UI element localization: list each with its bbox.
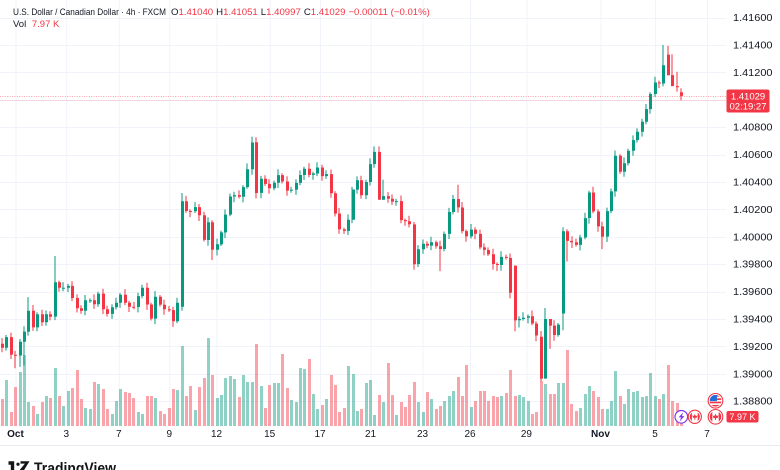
svg-text:15: 15 xyxy=(264,429,276,440)
svg-text:1.41029: 1.41029 xyxy=(731,92,765,103)
svg-text:Vol 7.97 K: Vol 7.97 K xyxy=(13,19,60,30)
svg-text:1.40400: 1.40400 xyxy=(733,178,773,189)
svg-text:1.39600: 1.39600 xyxy=(733,287,773,298)
svg-text:21: 21 xyxy=(365,429,377,440)
svg-text:12: 12 xyxy=(211,429,223,440)
svg-text:Oct: Oct xyxy=(7,429,24,440)
svg-text:3: 3 xyxy=(64,429,70,440)
svg-text:17: 17 xyxy=(314,429,326,440)
svg-text:1.41400: 1.41400 xyxy=(733,41,773,52)
svg-text:29: 29 xyxy=(521,429,533,440)
svg-text:1.38800: 1.38800 xyxy=(733,397,773,408)
svg-text:7.97 K: 7.97 K xyxy=(729,412,755,422)
svg-text:U.S. Dollar / Canadian Dollar: U.S. Dollar / Canadian Dollar · 4h · FXC… xyxy=(13,7,166,17)
svg-text:1.40600: 1.40600 xyxy=(733,150,773,161)
svg-text:1.40000: 1.40000 xyxy=(733,232,773,243)
svg-text:1.39800: 1.39800 xyxy=(733,260,773,271)
svg-text:9: 9 xyxy=(167,429,173,440)
svg-text:7: 7 xyxy=(704,429,710,440)
svg-text:1.39200: 1.39200 xyxy=(733,342,773,353)
svg-text:02:19:27: 02:19:27 xyxy=(730,102,767,113)
svg-text:1.39400: 1.39400 xyxy=(733,315,773,326)
svg-text:7: 7 xyxy=(116,429,122,440)
svg-text:1.41200: 1.41200 xyxy=(733,68,773,79)
svg-text:26: 26 xyxy=(464,429,476,440)
svg-text:1.40800: 1.40800 xyxy=(733,123,773,134)
svg-text:Nov: Nov xyxy=(591,429,610,440)
svg-text:1.41600: 1.41600 xyxy=(733,13,773,24)
svg-text:1.40200: 1.40200 xyxy=(733,205,773,216)
svg-text:5: 5 xyxy=(652,429,658,440)
svg-text:TradingView: TradingView xyxy=(34,461,116,470)
svg-text:1.39000: 1.39000 xyxy=(733,369,773,380)
svg-text:23: 23 xyxy=(417,429,429,440)
